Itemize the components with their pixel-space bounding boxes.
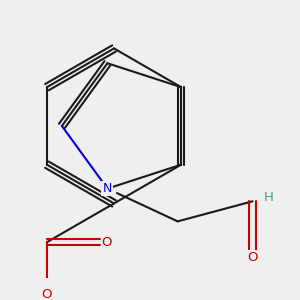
Text: O: O <box>42 288 52 300</box>
Text: H: H <box>264 191 274 204</box>
Text: O: O <box>247 250 258 264</box>
Text: N: N <box>103 182 112 195</box>
Text: O: O <box>101 236 112 249</box>
